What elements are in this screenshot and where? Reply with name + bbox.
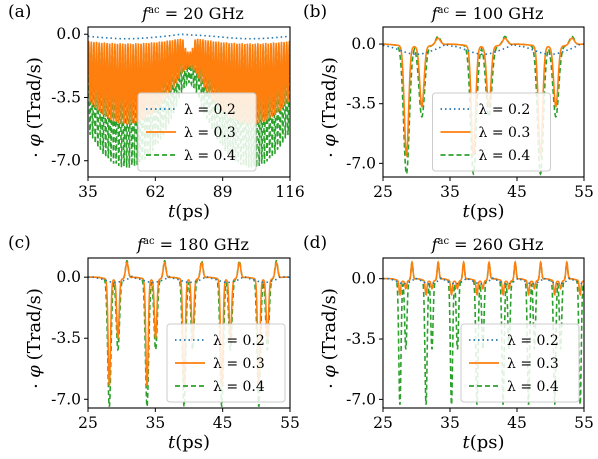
panel-label: (c): [8, 233, 31, 253]
y-axis-label-dot: ·: [321, 152, 342, 158]
panel-label: (b): [303, 2, 327, 22]
y-tick-label: 0.0: [56, 25, 81, 43]
y-tick-label: -3.5: [51, 329, 81, 347]
y-tick-label: 0.0: [351, 35, 376, 53]
y-axis-label-dot: ·: [321, 383, 342, 389]
panel-b: 25 35 45 55 0.0 -3.5 -7.0 t(ps) φ(Trad/s) · (b) fac…: [303, 2, 594, 222]
x-tick-label: 116: [275, 183, 305, 201]
x-tick-label: 55: [574, 414, 594, 432]
panel-title: fac = 180 GHz: [136, 235, 249, 254]
panel-label: (a): [8, 2, 31, 22]
x-tick-label: 35: [440, 183, 460, 201]
x-tick-label: 45: [507, 183, 527, 201]
legend-box: [432, 92, 551, 172]
x-tick-label: 35: [78, 183, 98, 201]
legend-label: λ = 0.2: [184, 102, 236, 118]
y-axis-label: φ(Trad/s): [319, 57, 340, 147]
panel-title: fac = 100 GHz: [431, 4, 544, 23]
legend-label: λ = 0.3: [507, 356, 559, 372]
legend-label: λ = 0.4: [184, 148, 236, 164]
legend-label: λ = 0.2: [507, 333, 559, 349]
panel-d: 25 35 45 55 0.0 -3.5 -7.0 t(ps) φ(Trad/s) · (d) fac…: [303, 233, 594, 453]
x-tick-label: 25: [78, 414, 98, 432]
legend-box: [137, 92, 257, 172]
legend-label: λ = 0.3: [479, 125, 531, 141]
panel-title: fac = 20 GHz: [141, 4, 244, 23]
curves: [383, 35, 584, 176]
x-axis-label: t(ps): [462, 201, 504, 222]
curves: [88, 259, 290, 407]
x-tick-label: 35: [145, 414, 165, 432]
panel-title: fac = 260 GHz: [431, 235, 544, 254]
axes-frame: [87, 26, 291, 178]
y-tick-label: -7.0: [346, 154, 376, 172]
axes-frame: [382, 26, 585, 178]
legend-box: [166, 323, 286, 403]
x-tick-label: 89: [213, 183, 233, 201]
x-axis-label: t(ps): [168, 432, 210, 453]
x-tick-label: 25: [373, 183, 393, 201]
y-tick-label: -7.0: [51, 152, 81, 170]
legend-label: λ = 0.4: [213, 379, 265, 395]
y-tick-label: -3.5: [51, 88, 81, 106]
x-tick-label: 62: [145, 183, 165, 201]
series-line-lambda-0-4: [383, 35, 584, 176]
y-axis-label-dot: ·: [26, 152, 47, 158]
y-tick-label: 0.0: [351, 270, 376, 288]
axes-frame: [382, 257, 585, 409]
legend: λ = 0.2 λ = 0.3 λ = 0.4: [432, 92, 551, 172]
x-axis-label: t(ps): [462, 432, 504, 453]
legend-label: λ = 0.3: [213, 356, 265, 372]
x-tick-label: 55: [280, 414, 300, 432]
legend-label: λ = 0.2: [479, 102, 531, 118]
x-tick-label: 25: [373, 414, 393, 432]
series-line-lambda-0-2: [88, 33, 290, 40]
y-axis-label: φ(Trad/s): [24, 57, 45, 147]
y-tick-label: -3.5: [346, 95, 376, 113]
series-line-lambda-0-3: [383, 260, 584, 297]
legend-label: λ = 0.2: [213, 333, 265, 349]
y-tick-label: 0.0: [56, 268, 81, 286]
panel-label: (d): [303, 233, 327, 253]
y-tick-label: -3.5: [346, 330, 376, 348]
legend: λ = 0.2 λ = 0.3 λ = 0.4: [166, 323, 286, 403]
legend-box: [460, 323, 580, 403]
axes-frame: [87, 257, 291, 409]
y-tick-label: -7.0: [51, 390, 81, 408]
legend-label: λ = 0.4: [479, 148, 531, 164]
y-tick-label: -7.0: [346, 390, 376, 408]
panel-c: 25 35 45 55 0.0 -3.5 -7.0 t(ps) φ(Trad/s) · (c) fac…: [8, 233, 300, 453]
series-line-lambda-0-3: [88, 261, 290, 386]
series-line-lambda-0-2: [383, 277, 584, 285]
series-line-lambda-0-3: [383, 37, 584, 158]
x-tick-label: 45: [213, 414, 233, 432]
y-axis-label-dot: ·: [26, 383, 47, 389]
x-axis-label: t(ps): [168, 201, 210, 222]
legend-label: λ = 0.4: [507, 379, 559, 395]
panel-a: 35 62 89 116 0.0 -3.5 -7.0 t(ps) φ(Trad/s) · (a) fa…: [8, 2, 305, 222]
x-tick-label: 55: [574, 183, 594, 201]
legend-label: λ = 0.3: [184, 125, 236, 141]
x-tick-label: 45: [507, 414, 527, 432]
y-axis-label: φ(Trad/s): [24, 288, 45, 378]
y-axis-label: φ(Trad/s): [319, 288, 340, 378]
x-tick-label: 35: [440, 414, 460, 432]
legend: λ = 0.2 λ = 0.3 λ = 0.4: [460, 323, 580, 403]
legend: λ = 0.2 λ = 0.3 λ = 0.4: [137, 92, 257, 172]
